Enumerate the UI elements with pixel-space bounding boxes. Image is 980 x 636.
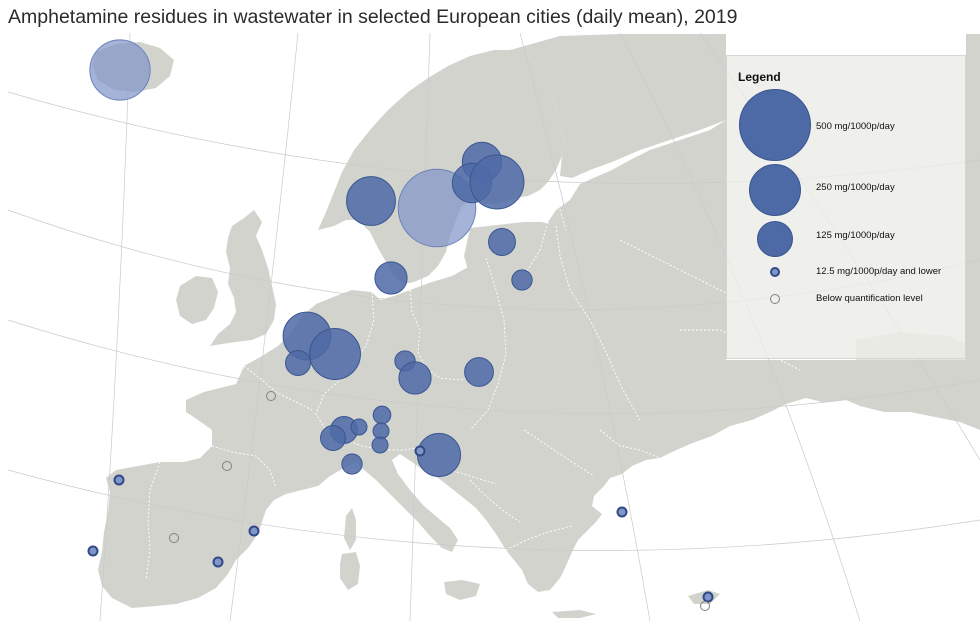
- bubble-switzerland-west[interactable]: [320, 425, 346, 451]
- country-border-14: [469, 479, 521, 523]
- legend-title: Legend: [738, 70, 781, 84]
- bubble-spain-madrid[interactable]: [222, 461, 232, 471]
- country-border-10: [539, 189, 567, 231]
- ireland-shape: [176, 276, 218, 324]
- country-border-1: [315, 291, 375, 441]
- mainland-europe-shape: [98, 120, 980, 608]
- bubble-spain-galicia[interactable]: [248, 525, 260, 537]
- country-border-4: [243, 365, 313, 411]
- legend-item-500: 500 mg/1000p/day: [727, 89, 967, 169]
- bubble-poland[interactable]: [464, 357, 494, 387]
- graticule-line-6: [229, 33, 299, 621]
- scandinavia-shape: [318, 50, 564, 284]
- crete-shape: [552, 610, 596, 618]
- bubble-turkey-istanbul[interactable]: [212, 556, 224, 568]
- bubble-slovenia[interactable]: [371, 436, 389, 454]
- baltic-states-shape: [464, 222, 560, 282]
- finland-russia-shape: [510, 34, 726, 178]
- bubble-estonia[interactable]: [488, 228, 516, 256]
- graticule-line-5: [99, 33, 131, 621]
- country-border-9: [523, 221, 549, 277]
- legend-label-500: 500 mg/1000p/day: [816, 121, 895, 132]
- legend-label-250: 250 mg/1000p/day: [816, 182, 895, 193]
- legend-small-circle-icon: [757, 221, 793, 257]
- bubble-spain-valencia[interactable]: [87, 545, 99, 557]
- bubble-latvia[interactable]: [511, 269, 533, 291]
- legend-large-circle-icon: [739, 89, 811, 161]
- bubble-spain-castellon[interactable]: [169, 533, 179, 543]
- graticule-line-3: [8, 319, 980, 415]
- bubble-layer: [87, 39, 714, 611]
- legend-item-250: 250 mg/1000p/day: [727, 164, 967, 220]
- country-border-7: [211, 445, 277, 489]
- bubble-france-lyon[interactable]: [266, 391, 276, 401]
- legend-item-below: Below quantification level: [727, 293, 967, 307]
- bubble-netherlands-utrecht[interactable]: [309, 328, 361, 380]
- legend-empty-circle-icon: [770, 294, 780, 304]
- legend-medium-circle-icon: [749, 164, 801, 216]
- legend-label-125: 125 mg/1000p/day: [816, 230, 895, 241]
- bubble-cyprus-north[interactable]: [616, 506, 628, 518]
- sardinia-shape: [340, 552, 360, 590]
- bubble-denmark[interactable]: [374, 261, 408, 295]
- graticule-line-7: [409, 33, 431, 621]
- legend-item-125: 125 mg/1000p/day: [727, 219, 967, 259]
- country-border-2: [409, 289, 487, 381]
- country-border-8: [555, 225, 641, 421]
- country-border-12: [599, 429, 661, 459]
- legend-label-12-5: 12.5 mg/1000p/day and lower: [816, 266, 942, 277]
- legend-panel: Legend 500 mg/1000p/day 250 mg/1000p/day…: [726, 55, 966, 359]
- graticule-line-8: [519, 33, 651, 621]
- legend-tiny-circle-icon: [770, 267, 780, 277]
- bubble-cyprus-south[interactable]: [702, 591, 714, 603]
- legend-label-below: Below quantification level: [816, 293, 923, 304]
- bubble-iceland[interactable]: [89, 39, 151, 101]
- bubble-portugal-lisbon[interactable]: [113, 474, 125, 486]
- country-border-5: [345, 439, 453, 451]
- bubble-france-paris[interactable]: [700, 601, 710, 611]
- great-britain-shape: [210, 210, 276, 346]
- bubble-czechia[interactable]: [398, 361, 432, 395]
- legend-item-12-5: 12.5 mg/1000p/day and lower: [727, 266, 967, 280]
- bubble-germany-munich[interactable]: [372, 405, 392, 425]
- bubble-spain-barcelona[interactable]: [341, 453, 363, 475]
- corsica-shape: [344, 508, 356, 550]
- country-border-16: [680, 329, 801, 371]
- sicily-shape: [444, 580, 480, 600]
- bubble-italy-milan[interactable]: [414, 445, 426, 457]
- graticule-line-4: [8, 469, 980, 551]
- country-border-3: [469, 257, 507, 431]
- bubble-belgium[interactable]: [285, 350, 311, 376]
- bubble-norway-oslo[interactable]: [346, 176, 396, 226]
- map-title: Amphetamine residues in wastewater in se…: [8, 6, 738, 28]
- bubble-finland-helsinki[interactable]: [469, 154, 525, 210]
- bubble-croatia[interactable]: [416, 432, 462, 478]
- bubble-austria[interactable]: [350, 418, 368, 436]
